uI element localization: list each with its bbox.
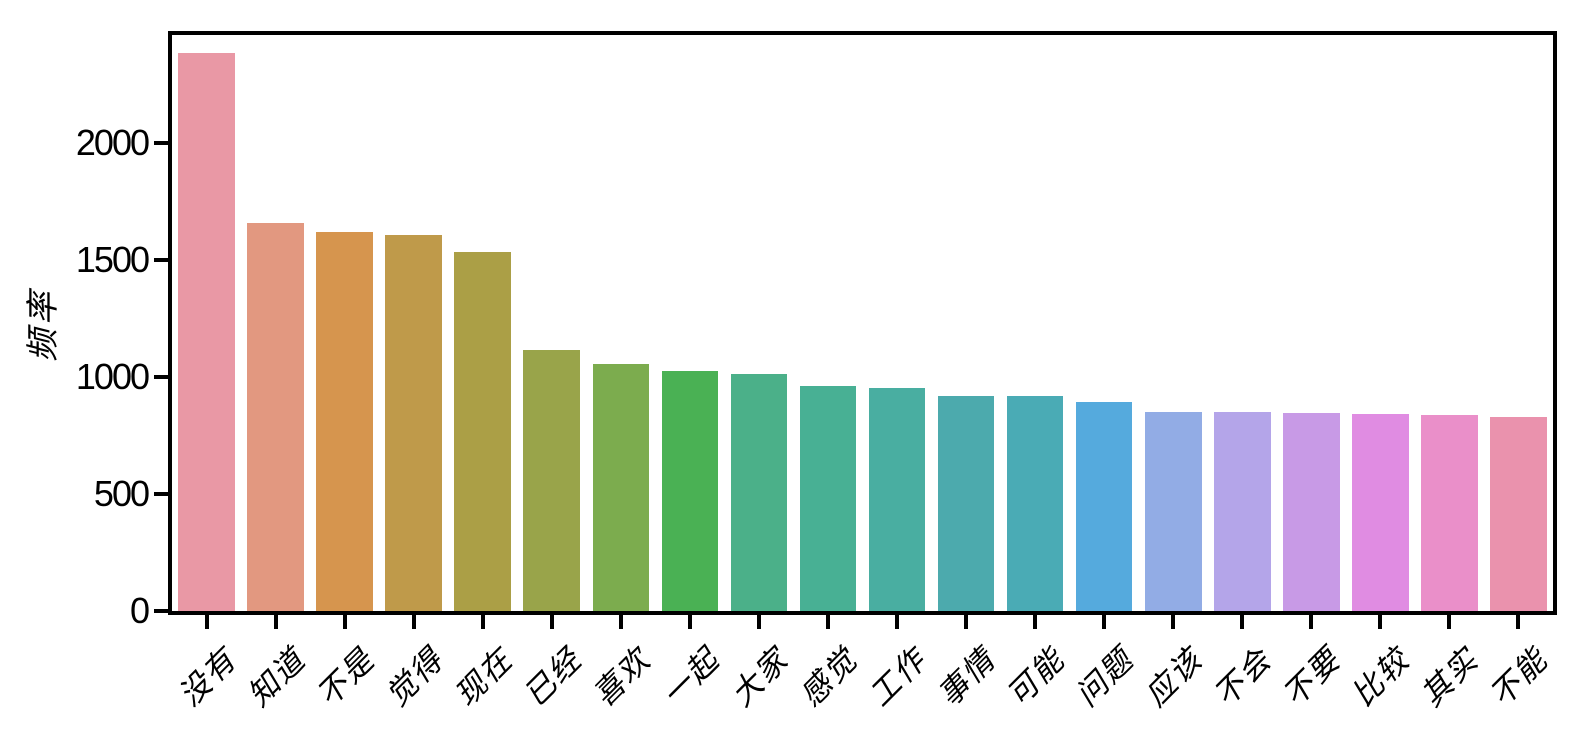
- x-tick-mark: [756, 615, 761, 629]
- x-tick-label: 可能: [1000, 641, 1072, 714]
- x-tick-mark: [687, 615, 692, 629]
- bar-觉得: [385, 234, 442, 611]
- bar-现在: [454, 251, 512, 611]
- x-tick-label: 不是: [309, 641, 382, 714]
- x-tick-label: 觉得: [378, 641, 451, 714]
- x-tick-mark: [549, 615, 554, 629]
- x-tick-label: 一起: [654, 641, 727, 714]
- x-tick-label: 应该: [1138, 641, 1210, 714]
- x-tick-label: 问题: [1069, 641, 1141, 714]
- x-tick-mark: [1033, 615, 1038, 629]
- x-tick-mark: [895, 615, 900, 629]
- x-tick-mark: [1171, 615, 1176, 629]
- bar-一起: [661, 371, 719, 611]
- x-tick-mark: [618, 615, 623, 629]
- bar-事情: [937, 395, 995, 611]
- x-tick-mark: [411, 615, 416, 629]
- x-tick-mark: [825, 615, 830, 629]
- plot-area: [168, 31, 1557, 615]
- y-tick-mark: [154, 491, 170, 496]
- x-tick-label: 知道: [240, 641, 312, 714]
- bar-喜欢: [592, 363, 650, 611]
- x-tick-mark: [480, 615, 485, 629]
- bar-可能: [1006, 396, 1064, 611]
- x-tick-mark: [204, 615, 209, 629]
- x-tick-label: 其实: [1414, 641, 1486, 714]
- y-tick-label: 500: [93, 472, 150, 514]
- bar-比较: [1352, 413, 1409, 611]
- x-tick-mark: [1378, 615, 1383, 629]
- x-tick-label: 已经: [516, 641, 589, 714]
- x-tick-label: 喜欢: [585, 641, 658, 714]
- bar-不是: [316, 231, 373, 611]
- x-tick-mark: [1102, 615, 1107, 629]
- bar-不会: [1213, 412, 1271, 611]
- x-tick-mark: [273, 615, 278, 629]
- y-tick-mark: [154, 609, 170, 613]
- y-tick-mark: [154, 374, 170, 379]
- y-tick-mark: [154, 140, 170, 145]
- y-axis-label: 频率: [24, 288, 61, 362]
- bar-感觉: [799, 385, 857, 611]
- x-tick-mark: [1309, 615, 1314, 629]
- bar-不要: [1283, 412, 1340, 611]
- bar-知道: [247, 222, 304, 611]
- bar-已经: [523, 350, 581, 611]
- bar-工作: [868, 387, 926, 611]
- bar-没有: [178, 53, 235, 611]
- y-tick-label: 1500: [75, 238, 150, 280]
- bar-问题: [1075, 401, 1133, 611]
- bar-不能: [1490, 416, 1547, 611]
- x-tick-label: 现在: [447, 641, 520, 714]
- x-tick-label: 事情: [931, 641, 1003, 714]
- bar-应该: [1144, 411, 1202, 611]
- x-tick-label: 不会: [1207, 641, 1279, 714]
- x-tick-label: 不要: [1276, 641, 1348, 714]
- x-tick-label: 感觉: [792, 641, 865, 714]
- x-tick-mark: [1447, 615, 1452, 629]
- bar-其实: [1421, 414, 1478, 611]
- x-tick-mark: [342, 615, 347, 629]
- y-tick-label: 0: [129, 590, 150, 631]
- y-tick-label: 1000: [75, 355, 150, 397]
- x-tick-label: 比较: [1345, 641, 1417, 714]
- y-tick-label: 2000: [75, 121, 150, 163]
- x-tick-label: 没有: [171, 641, 243, 714]
- x-tick-label: 不能: [1483, 641, 1555, 714]
- x-tick-mark: [964, 615, 969, 629]
- x-tick-mark: [1240, 615, 1245, 629]
- x-tick-label: 工作: [862, 641, 934, 714]
- x-tick-mark: [1516, 615, 1521, 629]
- x-tick-label: 大家: [723, 641, 796, 714]
- y-tick-mark: [154, 257, 170, 262]
- bar-大家: [730, 373, 788, 611]
